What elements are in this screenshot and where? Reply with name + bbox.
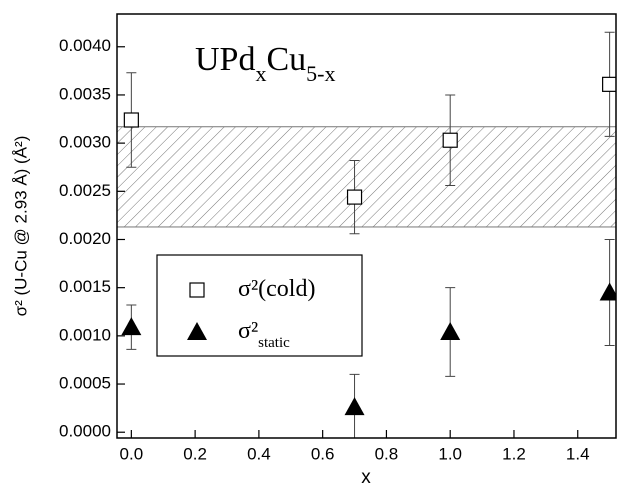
y-tick-label: 0.0030 [59, 133, 111, 152]
y-tick-label: 0.0000 [59, 422, 111, 441]
y-axis-label: σ² (U-Cu @ 2.93 Å) (Å²) [11, 136, 30, 317]
y-tick-label: 0.0005 [59, 374, 111, 393]
legend-marker [187, 322, 207, 340]
shaded-band [117, 126, 616, 228]
legend-label: σ²(cold) [238, 276, 315, 302]
annotation-base: UPd [195, 41, 255, 78]
marker-square [123, 112, 139, 128]
y-tick-label: 0.0025 [59, 181, 111, 200]
annotation: UPdxCu5-x [195, 41, 335, 86]
marker-square [442, 132, 458, 148]
plot-frame [116, 13, 617, 439]
x-tick-label: 0.0 [120, 444, 144, 463]
x-tick-label: 1.4 [566, 444, 590, 463]
legend-label: σ²static [238, 318, 290, 352]
annotation-sub: 5-x [306, 61, 335, 86]
marker-triangle [121, 317, 142, 336]
marker-square [346, 189, 363, 205]
marker-triangle [599, 282, 616, 301]
annotation-sub: x [255, 61, 266, 86]
x-tick-label: 0.6 [311, 444, 335, 463]
x-axis-label: x [361, 467, 371, 488]
y-tick-label: 0.0040 [59, 36, 111, 55]
y-tick-label: 0.0010 [59, 325, 111, 344]
x-tick-label: 0.8 [375, 444, 399, 463]
plot-area [117, 31, 616, 438]
x-tick-label: 1.2 [502, 444, 526, 463]
annotation-mid: Cu [266, 41, 306, 78]
marker-square [602, 76, 616, 92]
legend-name: σ²(cold) [238, 276, 315, 302]
legend: σ²(cold) σ²static [187, 276, 315, 352]
y-tick-label: 0.0020 [59, 229, 111, 248]
y-tick-label: 0.0035 [59, 84, 111, 103]
marker-triangle [440, 322, 461, 340]
x-tick-label: 0.2 [183, 444, 207, 463]
x-tick-label: 0.4 [247, 444, 271, 463]
x-tick-label: 1.0 [438, 444, 462, 463]
marker-triangle [344, 397, 365, 416]
legend-name: σ² [238, 318, 258, 344]
legend-subscript: static [258, 335, 290, 351]
legend-marker [189, 282, 205, 298]
y-tick-label: 0.0015 [59, 277, 111, 296]
